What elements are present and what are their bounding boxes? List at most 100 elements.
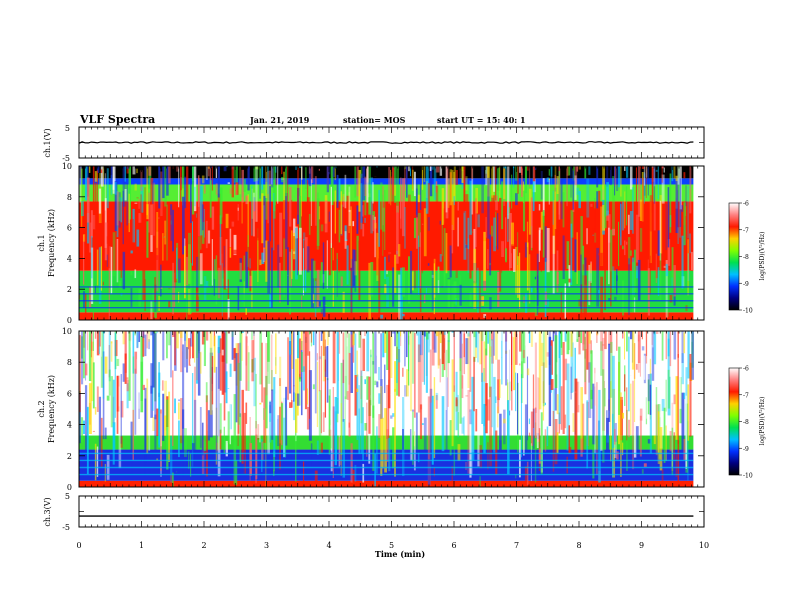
ch1_spectrogram-texture bbox=[629, 250, 632, 256]
ch1_spectrogram-texture bbox=[342, 196, 345, 207]
ch2_spectrogram-texture bbox=[203, 441, 207, 452]
ch1_spectrogram-texture bbox=[635, 167, 637, 206]
ch2_spectrogram-texture bbox=[548, 336, 552, 427]
ch2_spectrogram-texture bbox=[667, 369, 671, 409]
ch1_spectrogram-texture bbox=[404, 166, 406, 192]
ch1_spectrogram-texture bbox=[170, 214, 172, 268]
ch2_spectrogram-texture bbox=[300, 351, 303, 372]
ch2_spectrogram-texture bbox=[150, 331, 153, 336]
ch2_spectrogram-texture bbox=[441, 396, 445, 452]
ch1_spectrogram-texture bbox=[518, 252, 521, 309]
ch2_spectrogram-texture bbox=[356, 350, 358, 377]
ch1_spectrogram-texture bbox=[310, 179, 313, 226]
ch2_spectrogram-texture bbox=[681, 331, 684, 364]
ch2_spectrogram-texture bbox=[645, 356, 648, 419]
ch2_spectrogram-texture bbox=[366, 376, 369, 400]
ch1_spectrogram-texture bbox=[602, 166, 605, 200]
ch2_spectrogram-texture bbox=[647, 439, 651, 444]
ch1_spectrogram-texture bbox=[364, 176, 367, 197]
ch1_spectrogram-texture bbox=[352, 249, 356, 286]
ch2_spectrogram-texture bbox=[300, 341, 303, 416]
start-time-label: start UT = 15: 40: 1 bbox=[437, 115, 526, 125]
ch2_spectrogram-texture bbox=[625, 331, 628, 352]
ch1_spectrogram-texture bbox=[156, 211, 159, 256]
ch1_spectrogram-texture bbox=[340, 276, 343, 287]
ch1_spectrogram-texture bbox=[225, 213, 229, 229]
ch2_spectrogram-texture bbox=[380, 333, 382, 387]
ch1_spectrogram-texture bbox=[394, 254, 397, 293]
ch2_spectrogram-texture bbox=[162, 380, 164, 391]
ch2_spectrogram-texture bbox=[495, 430, 498, 475]
ch2_spectrogram-texture bbox=[295, 393, 297, 482]
ch2_spectrogram-texture bbox=[364, 423, 368, 431]
ch2_spectrogram-texture bbox=[146, 331, 149, 349]
ch2_spectrogram-texture bbox=[182, 344, 185, 429]
ch1_spectrogram-texture bbox=[164, 220, 167, 245]
ch2_spectrogram-texture bbox=[239, 342, 241, 417]
ch2_spectrogram-texture bbox=[239, 413, 242, 463]
ch2_spectrogram-texture bbox=[243, 412, 246, 474]
ch2_spectrogram-texture bbox=[176, 331, 179, 349]
ch2_spectrogram-texture bbox=[184, 331, 187, 368]
ch1_spectrogram-texture bbox=[423, 166, 426, 182]
ch1_spectrogram-texture bbox=[370, 166, 372, 168]
ch1_spectrogram-texture bbox=[138, 288, 141, 307]
ch1_spectrogram-texture bbox=[673, 166, 676, 179]
ch2_spectrogram-texture bbox=[298, 373, 301, 406]
ch1_spectrogram-texture bbox=[88, 222, 92, 253]
ch2_spectrogram-texture bbox=[128, 331, 131, 401]
ch1_spectrogram-texture bbox=[427, 263, 430, 266]
ch1_spectrogram-texture bbox=[342, 194, 345, 201]
ch2_spectrogram-texture bbox=[354, 374, 358, 416]
ch2_spectrogram-texture bbox=[463, 331, 466, 375]
ch2_spectrogram-texture bbox=[540, 342, 544, 367]
ch2_spectrogram-texture bbox=[497, 379, 500, 414]
ch1_spectrogram-texture bbox=[513, 166, 515, 188]
ch1_spectrogram-texture bbox=[546, 298, 550, 307]
ch2_spectrogram-texture bbox=[360, 375, 363, 424]
ch1_spectrogram-texture bbox=[667, 187, 670, 248]
ch1_spectrogram-texture bbox=[277, 244, 280, 288]
ch1_spectrogram-texture bbox=[417, 213, 421, 248]
ch2_spectrogram-texture bbox=[544, 429, 547, 452]
ch1_spectrogram-texture bbox=[451, 170, 455, 231]
ch2_spectrogram-texture bbox=[344, 332, 347, 376]
ch1_spectrogram-texture bbox=[132, 208, 135, 243]
ch1_spectrogram-texture bbox=[182, 166, 185, 189]
ch1_spectrogram-texture bbox=[437, 166, 440, 173]
ch2_spectrogram-texture bbox=[287, 371, 289, 409]
ch2_spectrogram-texture bbox=[330, 425, 333, 472]
ch2_spectrogram-texture bbox=[427, 459, 431, 486]
ch2_spectrogram-texture bbox=[289, 402, 292, 408]
ch2_spectrogram-texture bbox=[570, 366, 572, 400]
ch2_spectrogram-texture bbox=[182, 409, 185, 477]
ch1_spectrogram-texture bbox=[380, 182, 383, 230]
ch2_spectrogram-texture bbox=[421, 331, 425, 382]
ch2_spectrogram-texture bbox=[625, 387, 628, 441]
ch1_spectrogram-texture bbox=[437, 266, 440, 281]
ch1_spectrogram-texture bbox=[616, 166, 619, 192]
ch2_spectrogram-texture bbox=[479, 331, 482, 365]
ch2_spectrogram-texture bbox=[443, 331, 446, 371]
ch1_spectrogram-texture bbox=[189, 263, 192, 314]
ch2_spectrogram-texture bbox=[295, 359, 298, 433]
ch2_spectrogram-texture bbox=[429, 345, 433, 359]
ch2_spectrogram-texture bbox=[316, 353, 319, 361]
ch2_spectrogram-texture bbox=[293, 331, 295, 402]
ch2_spectrogram-texture bbox=[94, 443, 97, 481]
ch1_spectrogram-texture bbox=[172, 209, 174, 252]
ch2_spectrogram-texture bbox=[320, 345, 322, 434]
ch1_spectrogram-texture bbox=[261, 252, 265, 265]
ch1_spectrogram-texture bbox=[394, 184, 397, 196]
ch1_spectrogram-texture bbox=[384, 190, 386, 251]
ch2_spectrogram-texture bbox=[556, 394, 559, 415]
ch2_spectrogram-texture bbox=[608, 331, 611, 345]
ch2_spectrogram-texture bbox=[255, 373, 257, 429]
ch2_spectrogram-texture bbox=[566, 363, 570, 451]
ch1_spectrogram-texture bbox=[552, 200, 556, 254]
ch2_spectrogram-texture bbox=[124, 353, 127, 384]
ch1_spectrogram-texture bbox=[241, 169, 244, 203]
ch1_spectrogram-texture bbox=[263, 248, 267, 262]
ch2_spectrogram-texture bbox=[279, 378, 281, 387]
